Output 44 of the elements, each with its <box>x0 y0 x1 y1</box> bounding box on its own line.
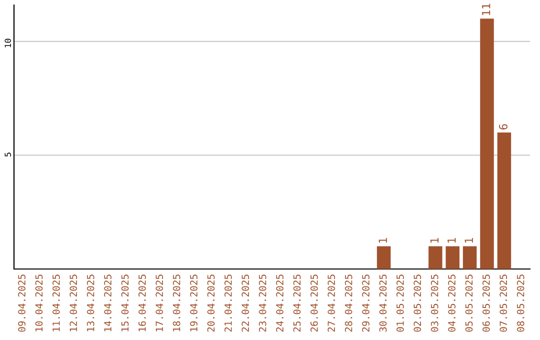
bar <box>497 132 512 269</box>
x-tick-label: 28.04.2025 <box>344 274 352 332</box>
x-tick-label: 20.04.2025 <box>207 274 215 332</box>
bar <box>446 246 460 269</box>
x-tick-label: 02.05.2025 <box>414 274 422 332</box>
x-tick-label: 01.05.2025 <box>396 274 404 332</box>
x-tick-label: 13.04.2025 <box>86 274 94 332</box>
x-tick-label: 15.04.2025 <box>121 274 129 332</box>
x-tick-label: 30.04.2025 <box>379 274 387 332</box>
x-tick-label: 09.04.2025 <box>18 274 26 332</box>
x-tick-label: 16.04.2025 <box>138 274 146 332</box>
bar <box>376 246 391 269</box>
data-label: 6 <box>499 124 508 130</box>
x-tick-label: 08.05.2025 <box>516 274 524 332</box>
x-tick-label: 06.05.2025 <box>482 274 490 332</box>
x-tick-label: 19.04.2025 <box>190 274 198 332</box>
x-tick-label: 03.05.2025 <box>430 274 438 332</box>
x-tick-label: 17.04.2025 <box>156 274 164 332</box>
x-tick-label: 12.04.2025 <box>70 274 78 332</box>
x-tick-label: 29.04.2025 <box>362 274 370 332</box>
x-tick-label: 25.04.2025 <box>293 274 301 332</box>
x-tick-label: 22.04.2025 <box>242 274 250 332</box>
x-tick-label: 23.04.2025 <box>258 274 266 332</box>
x-tick-label: 04.05.2025 <box>448 274 456 332</box>
x-tick-label: 14.04.2025 <box>104 274 112 332</box>
data-label: 1 <box>448 238 456 243</box>
bar <box>428 246 442 269</box>
x-tick-label: 05.05.2025 <box>465 274 473 332</box>
x-tick-label: 18.04.2025 <box>172 274 180 332</box>
data-label: 1 <box>430 238 438 243</box>
y-tick-label: 5 <box>4 152 11 156</box>
x-tick-label: 24.04.2025 <box>276 274 284 332</box>
bar <box>480 18 494 269</box>
x-tick-label: 07.05.2025 <box>500 274 508 332</box>
data-label: 1 <box>378 238 387 243</box>
data-label: 1 <box>464 238 473 243</box>
x-tick-label: 27.04.2025 <box>328 274 336 332</box>
x-tick-label: 26.04.2025 <box>310 274 318 332</box>
x-tick-label: 11.04.2025 <box>52 274 60 332</box>
bar <box>462 246 477 269</box>
y-tick-label: 10 <box>4 38 11 48</box>
x-tick-label: 21.04.2025 <box>224 274 232 332</box>
data-label: 11 <box>482 4 490 16</box>
x-tick-label: 10.04.2025 <box>35 274 43 332</box>
